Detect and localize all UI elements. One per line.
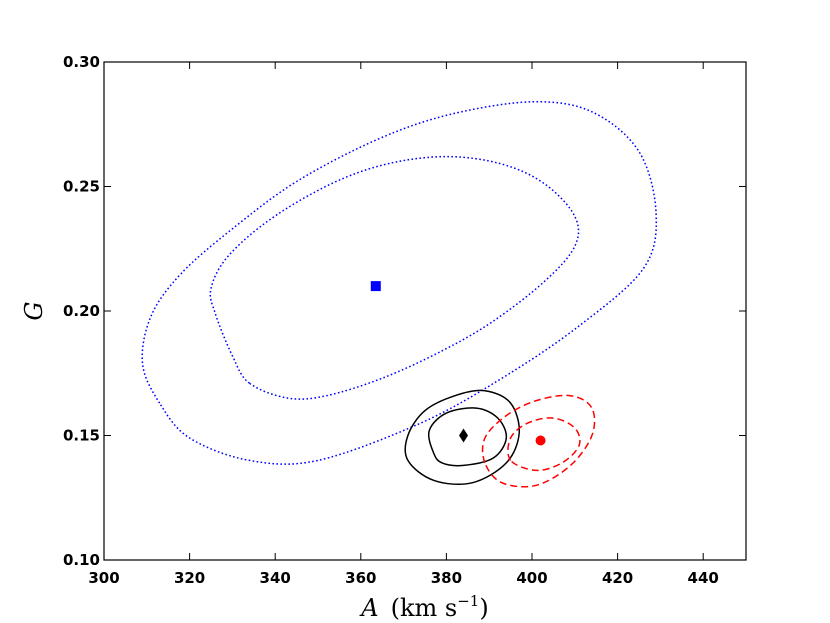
- ticks: 300 320 340 360 380 400 420 440 0.10 0.15 0.20 0.25…: [63, 53, 746, 587]
- red-contour-inner: [507, 417, 581, 472]
- x-tick-label: 380: [431, 569, 462, 587]
- markers: [370, 281, 546, 446]
- x-tick-label: 400: [516, 569, 547, 587]
- y-axis-label: G: [20, 301, 48, 320]
- red-contour-outer: [481, 394, 596, 488]
- contours: [141, 101, 658, 488]
- x-tick-label: 320: [174, 569, 205, 587]
- x-tick-label: 420: [602, 569, 633, 587]
- x-axis-label: A (km s−1): [359, 592, 488, 622]
- black-contour-inner: [427, 407, 508, 467]
- y-tick-label: 0.15: [63, 427, 100, 445]
- y-tick-label: 0.25: [63, 178, 100, 196]
- y-tick-label: 0.10: [63, 551, 100, 569]
- y-tick-label: 0.20: [63, 302, 100, 320]
- black-diamond-marker: [459, 428, 469, 443]
- x-tick-label: 360: [345, 569, 376, 587]
- x-axis-label-var: A: [359, 594, 378, 622]
- blue-contour-outer: [141, 101, 658, 465]
- red-circle-marker: [535, 435, 546, 446]
- blue-contour-inner: [209, 155, 580, 400]
- black-contour-outer: [404, 389, 521, 486]
- plot-frame: [103, 61, 747, 561]
- blue-square-marker: [370, 281, 381, 292]
- x-tick-label: 440: [688, 569, 719, 587]
- x-axis-label-exponent: −1: [457, 592, 479, 610]
- x-tick-label: 300: [88, 569, 119, 587]
- x-tick-label: 340: [260, 569, 291, 587]
- y-tick-label: 0.30: [63, 53, 100, 71]
- x-axis-label-unit: (km s: [391, 594, 458, 622]
- x-axis-label-close: ): [479, 594, 488, 622]
